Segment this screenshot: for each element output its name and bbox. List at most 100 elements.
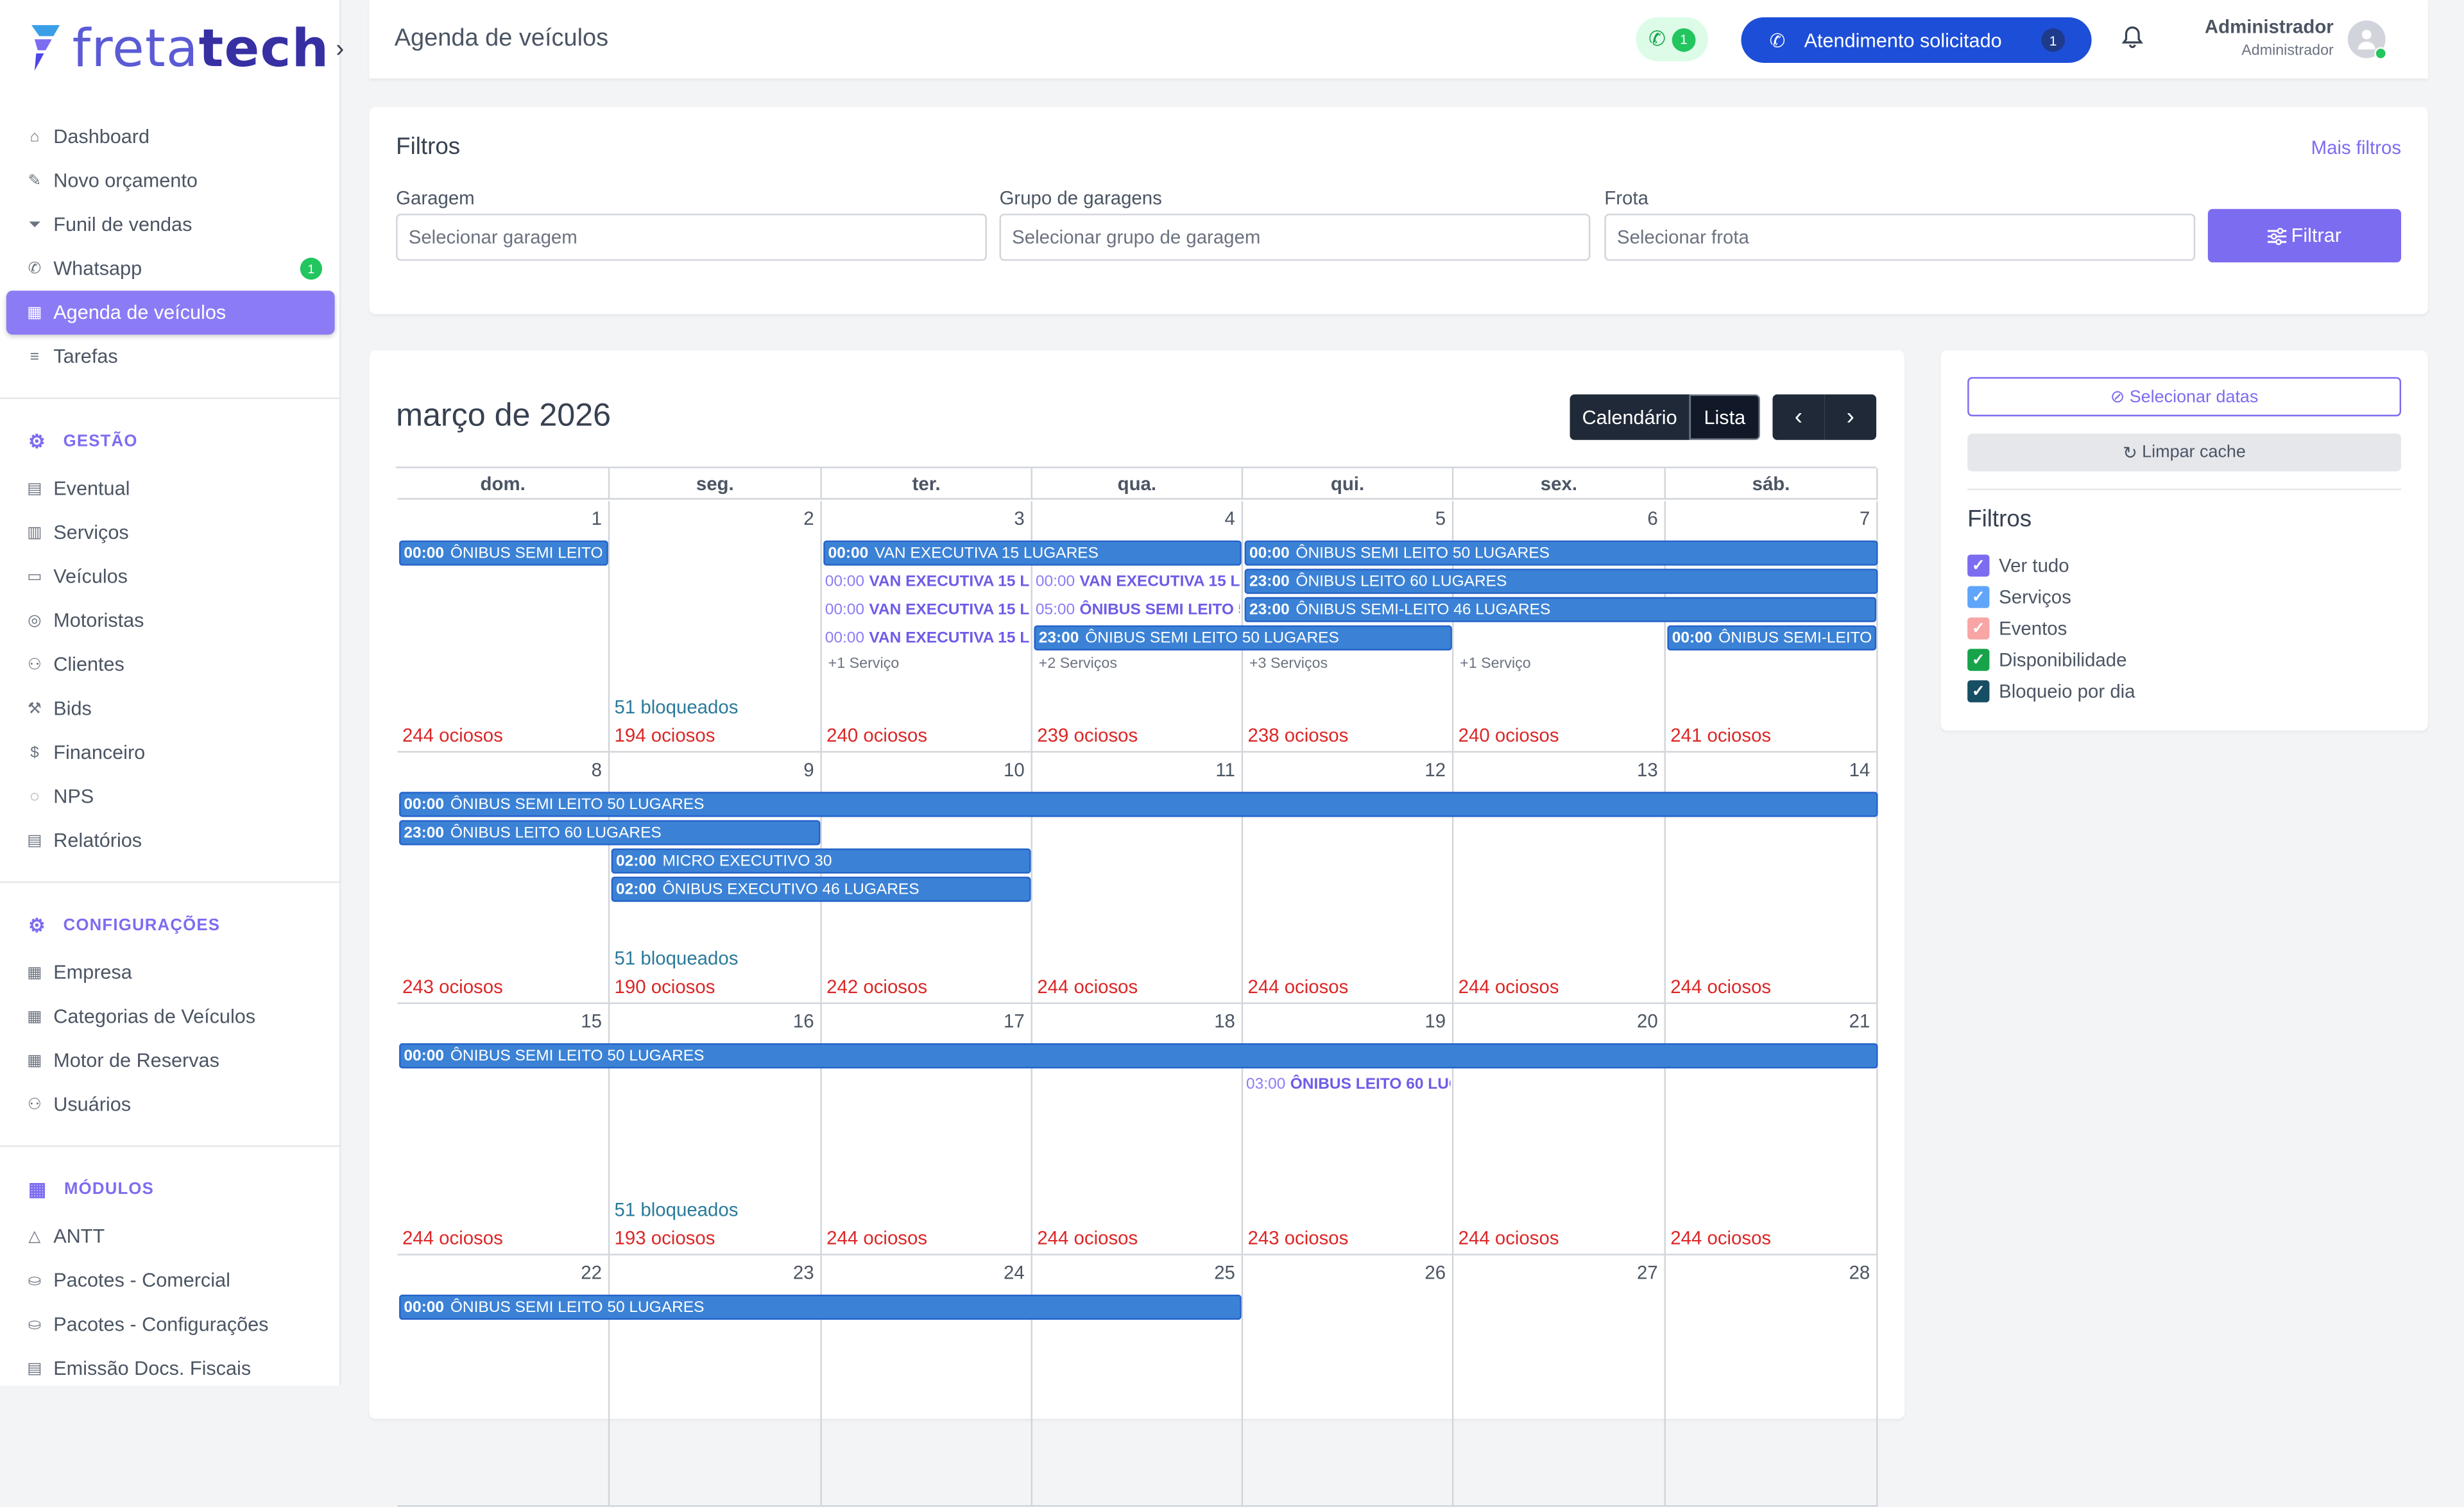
idle-vehicles-count[interactable]: 193 ociosos (614, 1227, 715, 1249)
sidebar-item-eventual[interactable]: ▤ Eventual (6, 466, 335, 511)
sidebar-item-pacotes-comercial[interactable]: ⛀ Pacotes - Comercial (6, 1259, 335, 1303)
clear-cache-button[interactable]: ↻ Limpar cache (1967, 433, 2402, 472)
day-number[interactable]: 11 (1215, 758, 1235, 781)
vehicle-event-bar[interactable]: 23:00 ÔNIBUS LEITO 60 LUGARES (399, 820, 821, 846)
sidebar-item-bids[interactable]: ⚒ Bids (6, 686, 335, 731)
day-number[interactable]: 13 (1636, 758, 1658, 781)
day-number[interactable]: 5 (1435, 507, 1446, 530)
day-number[interactable]: 14 (1849, 758, 1870, 781)
sidebar-toggle-chevron-icon[interactable]: › (336, 36, 345, 63)
calendar-day-cell[interactable]: 19 243 ociosos (1243, 1003, 1454, 1256)
filter-checkbox-bloqueio-por-dia[interactable]: ✓ Bloqueio por dia (1967, 680, 2135, 702)
idle-vehicles-count[interactable]: 244 ociosos (402, 724, 503, 747)
idle-vehicles-count[interactable]: 244 ociosos (1037, 975, 1138, 998)
more-filters-link[interactable]: Mais filtros (2311, 137, 2402, 159)
sidebar-item-relatorios[interactable]: ▤ Relatórios (6, 819, 335, 863)
garage-select[interactable]: Selecionar garagem (396, 214, 987, 261)
idle-vehicles-count[interactable]: 244 ociosos (1670, 1227, 1772, 1249)
checkbox-checked-icon[interactable]: ✓ (1967, 586, 1990, 608)
calendar-day-cell[interactable]: 27 (1453, 1255, 1666, 1507)
day-number[interactable]: 25 (1214, 1261, 1235, 1284)
calendar-day-cell[interactable]: 28 (1665, 1255, 1878, 1507)
blocked-vehicles-count[interactable]: 51 bloqueados (614, 1198, 739, 1221)
fleet-select[interactable]: Selecionar frota (1604, 214, 2196, 261)
sidebar-item-categorias-de-veiculos[interactable]: ▦ Categorias de Veículos (6, 994, 335, 1039)
filter-checkbox-servicos[interactable]: ✓ Serviços (1967, 586, 2071, 608)
sidebar-item-veiculos[interactable]: ▭ Veículos (6, 554, 335, 599)
sidebar-item-nps[interactable]: ◌ NPS (6, 774, 335, 819)
vehicle-event-bar[interactable]: 02:00 ÔNIBUS EXECUTIVO 46 LUGARES (611, 876, 1031, 902)
day-number[interactable]: 9 (803, 758, 814, 781)
idle-vehicles-count[interactable]: 190 ociosos (614, 975, 715, 998)
day-number[interactable]: 26 (1425, 1261, 1446, 1284)
vehicle-event-bar[interactable]: 02:00 MICRO EXECUTIVO 30 (611, 848, 1031, 874)
attendance-requested-button[interactable]: ✆ Atendimento solicitado 1 (1741, 17, 2092, 63)
sidebar-item-usuarios[interactable]: ⚇ Usuários (6, 1082, 335, 1127)
day-number[interactable]: 22 (581, 1261, 602, 1284)
previous-month-button[interactable]: ‹ (1772, 394, 1825, 440)
calendar-day-cell[interactable]: 8 243 ociosos (397, 753, 610, 1004)
day-number[interactable]: 19 (1425, 1010, 1446, 1032)
calendar-day-cell[interactable]: 10 242 ociosos (821, 753, 1032, 1004)
calendar-day-cell[interactable]: 26 (1243, 1255, 1454, 1507)
sidebar-item-novo-orcamento[interactable]: ✎ Novo orçamento (6, 158, 335, 203)
calendar-day-cell[interactable]: 7 241 ociosos (1665, 501, 1878, 753)
vehicle-event-bar[interactable]: 00:00 VAN EXECUTIVA 15 LUGARES (823, 540, 1242, 566)
vehicle-event-bar[interactable]: 00:00 ÔNIBUS SEMI LEITO 50 LUGARES (399, 1043, 1878, 1069)
idle-vehicles-count[interactable]: 244 ociosos (1458, 975, 1559, 998)
sidebar-item-funil-de-vendas[interactable]: ⏷ Funil de vendas (6, 203, 335, 247)
calendar-day-cell[interactable]: 13 244 ociosos (1453, 753, 1666, 1004)
calendar-day-cell[interactable]: 5 238 ociosos (1243, 501, 1454, 753)
vehicle-event-bar[interactable]: 23:00 ÔNIBUS LEITO 60 LUGARES (1244, 568, 1878, 594)
vehicle-event-bar[interactable]: 23:00 ÔNIBUS SEMI LEITO 50 LUGARES (1034, 625, 1452, 651)
day-number[interactable]: 21 (1849, 1010, 1870, 1032)
day-number[interactable]: 23 (792, 1261, 814, 1284)
idle-vehicles-count[interactable]: 244 ociosos (1670, 975, 1772, 998)
sidebar-item-empresa[interactable]: ▦ Empresa (6, 951, 335, 995)
calendar-day-cell[interactable]: 11 244 ociosos (1032, 753, 1244, 1004)
day-number[interactable]: 12 (1425, 758, 1446, 781)
sidebar-item-agenda-de-veiculos[interactable]: ▦ Agenda de veículos (6, 291, 335, 335)
idle-vehicles-count[interactable]: 244 ociosos (402, 1227, 503, 1249)
next-month-button[interactable]: › (1824, 394, 1877, 440)
calendar-day-cell[interactable]: 6 240 ociosos (1453, 501, 1666, 753)
calendar-day-cell[interactable]: 3 240 ociosos (821, 501, 1032, 753)
sidebar-item-financeiro[interactable]: $ Financeiro (6, 731, 335, 775)
list-view-button[interactable]: Lista (1689, 394, 1760, 440)
calendar-day-cell[interactable]: 23 (610, 1255, 822, 1507)
sidebar-item-pacotes-configuracoes[interactable]: ⛀ Pacotes - Configurações (6, 1302, 335, 1347)
day-number[interactable]: 27 (1636, 1261, 1658, 1284)
garage-group-select[interactable]: Selecionar grupo de garagem (999, 214, 1591, 261)
checkbox-checked-icon[interactable]: ✓ (1967, 680, 1990, 702)
idle-vehicles-count[interactable]: 194 ociosos (614, 724, 715, 747)
sidebar-item-tarefas[interactable]: ≡ Tarefas (6, 335, 335, 379)
vehicle-event-bar[interactable]: 00:00 ÔNIBUS SEMI LEITO 50 LUGARES (399, 1294, 1242, 1320)
day-number[interactable]: 2 (803, 507, 814, 530)
calendar-day-cell[interactable]: 12 244 ociosos (1243, 753, 1454, 1004)
blocked-vehicles-count[interactable]: 51 bloqueados (614, 695, 739, 719)
day-number[interactable]: 4 (1224, 507, 1235, 530)
day-number[interactable]: 1 (591, 507, 602, 530)
calendar-day-cell[interactable]: 2 194 ociosos 51 bloqueados (610, 501, 822, 753)
idle-vehicles-count[interactable]: 243 ociosos (402, 975, 503, 998)
calendar-day-cell[interactable]: 24 (821, 1255, 1032, 1507)
filter-checkbox-disponibilidade[interactable]: ✓ Disponibilidade (1967, 649, 2126, 671)
calendar-view-button[interactable]: Calendário (1570, 394, 1690, 440)
filter-checkbox-eventos[interactable]: ✓ Eventos (1967, 617, 2067, 640)
vehicle-event-bar[interactable]: 00:00 ÔNIBUS SEMI LEITO 50 LUGARES (1244, 540, 1878, 566)
more-services-link[interactable]: +2 Serviços (1038, 655, 1118, 673)
vehicle-event-bar[interactable]: 00:00 ÔNIBUS SEMI LEITO 50 LUGARES (399, 792, 1878, 817)
day-number[interactable]: 24 (1004, 1261, 1025, 1284)
idle-vehicles-count[interactable]: 244 ociosos (1458, 1227, 1559, 1249)
vehicle-event-bar[interactable]: 23:00 ÔNIBUS SEMI-LEITO 46 LUGARES (1244, 597, 1877, 622)
calendar-day-cell[interactable]: 20 244 ociosos (1453, 1003, 1666, 1256)
day-number[interactable]: 20 (1636, 1010, 1658, 1032)
calendar-day-cell[interactable]: 22 (397, 1255, 610, 1507)
filter-checkbox-ver-tudo[interactable]: ✓ Ver tudo (1967, 554, 2069, 577)
calendar-day-cell[interactable]: 21 244 ociosos (1665, 1003, 1878, 1256)
